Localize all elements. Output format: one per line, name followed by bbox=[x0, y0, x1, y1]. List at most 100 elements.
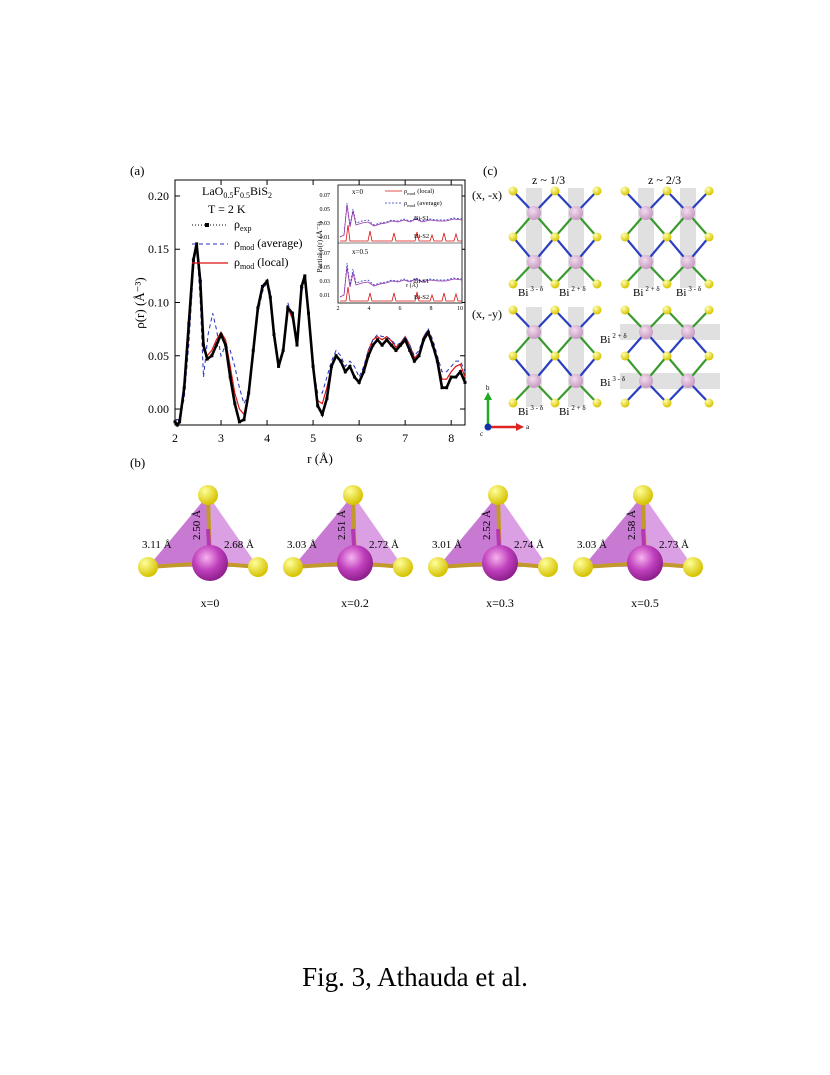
column-label-z13: z ~ 1/3 bbox=[532, 173, 565, 187]
bi-atom bbox=[681, 255, 695, 269]
data-point-exp bbox=[281, 348, 285, 352]
s-atom bbox=[550, 186, 560, 196]
y-tick-label: 0.20 bbox=[148, 189, 169, 203]
bi-atom bbox=[639, 206, 653, 220]
data-point-exp bbox=[256, 306, 260, 310]
tetrahedron: 2.58 Å 3.03 Å 2.73 Å x=0.5 bbox=[573, 485, 703, 610]
data-point-exp bbox=[182, 386, 186, 390]
bond-length-right: 2.73 Å bbox=[659, 539, 689, 551]
y-tick-label: 0.00 bbox=[148, 402, 169, 416]
inset-xtick-5: 10 bbox=[457, 306, 463, 312]
bond-length-right: 2.72 Å bbox=[369, 539, 399, 551]
s-atom bbox=[550, 305, 560, 315]
s-atom bbox=[592, 398, 602, 408]
s-atom bbox=[550, 279, 560, 289]
data-point-exp bbox=[316, 404, 320, 408]
bond-length-left: 3.03 Å bbox=[577, 539, 607, 551]
data-point-exp bbox=[440, 386, 444, 390]
s-atom bbox=[620, 232, 630, 242]
tetrahedron: 2.50 Å 3.11 Å 2.68 Å x=0 bbox=[138, 485, 268, 610]
bi-atom bbox=[569, 255, 583, 269]
inset-top-bis2-label: Bi-S2 bbox=[414, 233, 429, 240]
inset-bottom-average-curve bbox=[339, 262, 463, 298]
stripe bbox=[526, 188, 542, 288]
data-point-exp bbox=[399, 343, 403, 347]
data-point-exp bbox=[214, 343, 218, 347]
data-point-exp bbox=[187, 322, 191, 326]
inset-ytick-7: 0.03 bbox=[320, 279, 331, 285]
inset-xtick-4: 8 bbox=[430, 306, 433, 312]
stripe bbox=[526, 307, 542, 407]
axis-b-label: b bbox=[486, 384, 490, 392]
s-atom bbox=[662, 305, 672, 315]
bi-label-7: Bi 2 + δ bbox=[600, 332, 627, 346]
s-atom-left bbox=[573, 557, 593, 577]
data-point-exp bbox=[210, 354, 214, 358]
data-point-exp bbox=[260, 285, 264, 289]
s-atom bbox=[592, 305, 602, 315]
figure-caption: Fig. 3, Athauda et al. bbox=[302, 962, 528, 992]
inset-xtick-2: 4 bbox=[368, 306, 371, 312]
s-atom bbox=[620, 398, 630, 408]
composition-label: x=0.5 bbox=[631, 596, 659, 610]
compound-label: LaO0.5F0.5BiS2 bbox=[202, 184, 272, 200]
bi-atom bbox=[527, 206, 541, 220]
s-atom-right bbox=[248, 557, 268, 577]
x-tick-label: 7 bbox=[402, 431, 408, 445]
data-point-exp bbox=[371, 343, 375, 347]
bi-label-3: Bi 2 + δ bbox=[633, 285, 660, 299]
s-atom bbox=[704, 351, 714, 361]
bi-atom bbox=[527, 325, 541, 339]
tetrahedron: 2.51 Å 3.03 Å 2.72 Å x=0.2 bbox=[283, 485, 413, 610]
data-point-exp bbox=[357, 380, 361, 384]
data-point-exp bbox=[366, 354, 370, 358]
data-point-exp bbox=[389, 343, 393, 347]
bond-length-top: 2.50 Å bbox=[191, 510, 203, 540]
s-atom bbox=[592, 279, 602, 289]
s-atom bbox=[592, 232, 602, 242]
data-point-exp bbox=[233, 402, 237, 406]
legend-entry-exp: ρexp bbox=[234, 217, 252, 233]
inset-top-s2-curve bbox=[340, 224, 462, 242]
inset-ytick-1: 0.07 bbox=[320, 193, 331, 199]
s-atom bbox=[508, 398, 518, 408]
data-point-exp bbox=[325, 396, 329, 400]
row-label-x-minus-x: (x, -x) bbox=[472, 188, 502, 202]
panel-b-label: (b) bbox=[130, 455, 146, 470]
row-label-x-minus-y: (x, -y) bbox=[472, 307, 502, 321]
tetra-layer: 2.50 Å 3.11 Å 2.68 Å x=0 2.51 Å 3.03 Å 2.72 Å x… bbox=[138, 485, 703, 610]
s-atom bbox=[550, 398, 560, 408]
bis-layer-structures: z ~ 1/3 z ~ 2/3 (x, -x) (x, -y) Bi 3 - δ … bbox=[472, 173, 720, 438]
y-tick-label: 0.10 bbox=[148, 296, 169, 310]
s-atom bbox=[662, 279, 672, 289]
data-point-exp bbox=[198, 279, 202, 283]
data-point-exp bbox=[435, 359, 439, 363]
legend-marker-exp bbox=[205, 223, 209, 227]
bi-label-8: Bi 3 - δ bbox=[600, 375, 626, 389]
data-point-exp bbox=[237, 420, 241, 424]
inset-x-label: r (Å) bbox=[406, 281, 418, 289]
data-point-exp bbox=[228, 375, 232, 379]
stripe bbox=[638, 188, 654, 288]
data-point-exp bbox=[175, 423, 179, 427]
s-atom-right bbox=[538, 557, 558, 577]
x-tick-label: 6 bbox=[356, 431, 362, 445]
bond-length-left: 3.03 Å bbox=[287, 539, 317, 551]
s-atom bbox=[508, 279, 518, 289]
data-point-exp bbox=[330, 364, 334, 368]
data-point-exp bbox=[306, 311, 310, 315]
data-point-exp bbox=[376, 338, 380, 342]
tetra-face bbox=[148, 495, 210, 567]
lattice-cell bbox=[508, 305, 602, 408]
temperature-label: T = 2 K bbox=[208, 202, 246, 216]
inset-ytick-4: 0.01 bbox=[320, 235, 331, 241]
data-point-exp bbox=[339, 359, 343, 363]
data-point-exp bbox=[202, 343, 206, 347]
inset-ytick-3: 0.03 bbox=[320, 221, 331, 227]
inset-bottom-bis2-label: Bi-S2 bbox=[414, 294, 429, 301]
bond-length-right: 2.68 Å bbox=[224, 539, 254, 551]
data-point-exp bbox=[195, 242, 199, 246]
x-axis-label: r (Å) bbox=[307, 451, 333, 466]
data-point-exp bbox=[454, 375, 458, 379]
bond-length-top: 2.52 Å bbox=[481, 510, 493, 540]
